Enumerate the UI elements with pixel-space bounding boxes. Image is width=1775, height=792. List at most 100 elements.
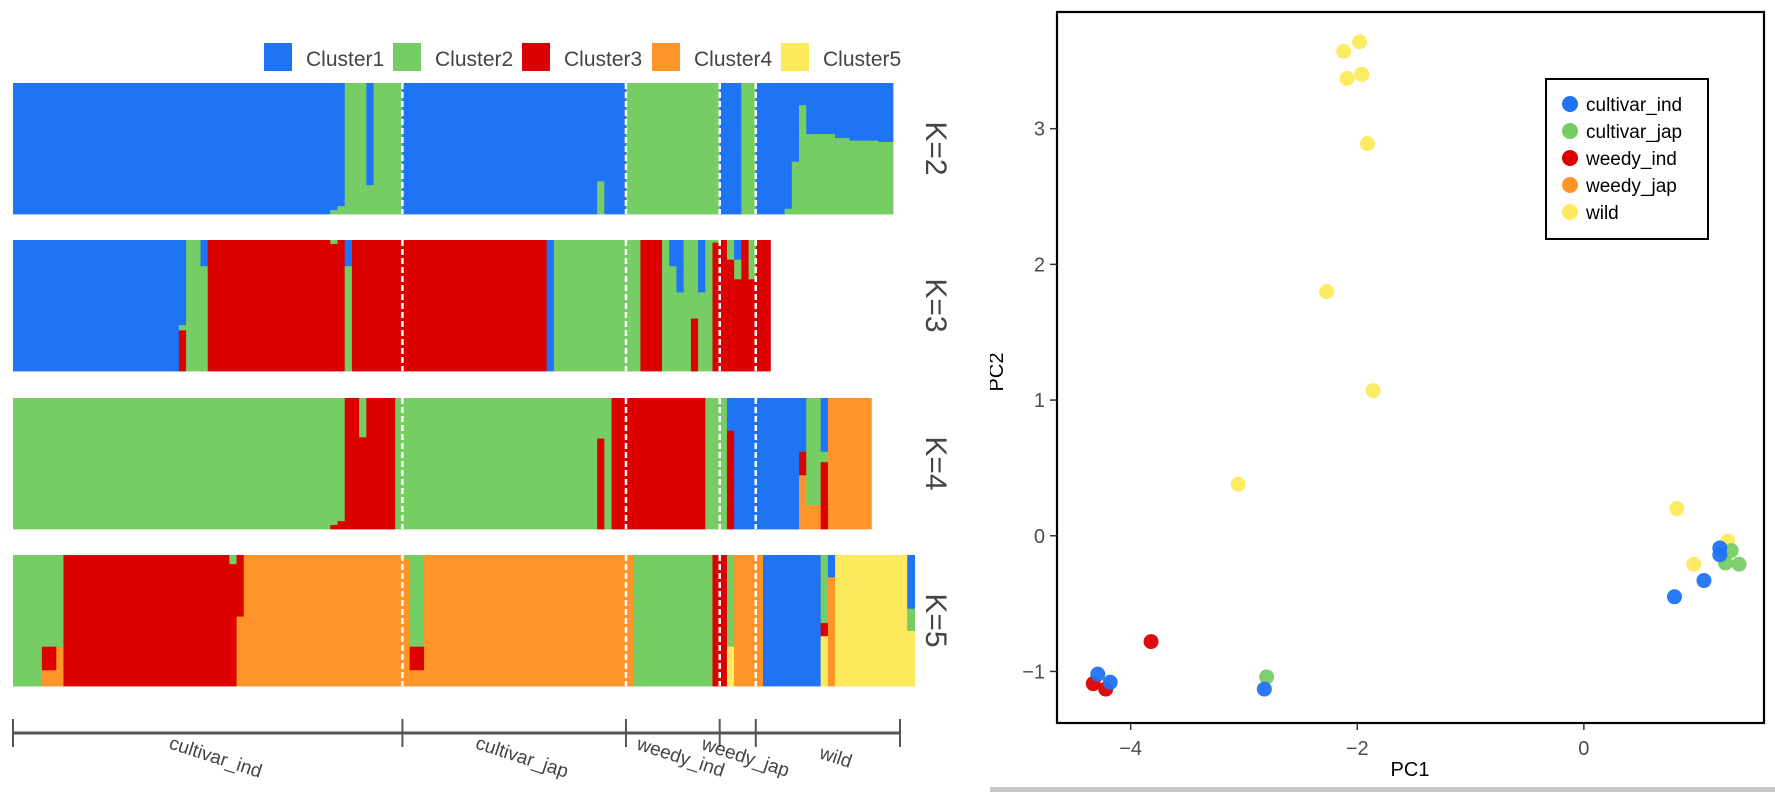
ancestry-bar-segment bbox=[806, 398, 822, 506]
k-label: K=3 bbox=[919, 278, 952, 332]
ancestry-bar-segment bbox=[351, 240, 548, 372]
panel-k3 bbox=[13, 240, 771, 372]
ancestry-bar-segment bbox=[178, 330, 187, 372]
ancestry-bar-segment bbox=[330, 525, 339, 530]
ancestry-bar-segment bbox=[359, 437, 367, 530]
structure-bars bbox=[13, 83, 916, 687]
ancestry-bar-segment bbox=[337, 83, 346, 207]
y-tick-label: 3 bbox=[1034, 119, 1045, 141]
scatter-points bbox=[1085, 34, 1747, 697]
ancestry-bar-segment bbox=[690, 240, 699, 319]
ancestry-bar-segment bbox=[719, 83, 742, 215]
ancestry-bar-segment bbox=[820, 398, 829, 453]
ancestry-bar-segment bbox=[546, 240, 555, 372]
ancestry-bar-segment bbox=[380, 83, 389, 215]
ancestry-bar-segment bbox=[907, 630, 916, 687]
data-point bbox=[1259, 669, 1275, 685]
ancestry-bar-segment bbox=[409, 555, 418, 648]
ancestry-bar-segment bbox=[784, 208, 793, 215]
series-cultivar-ind bbox=[1090, 540, 1728, 697]
ancestry-bar-segment bbox=[330, 83, 339, 211]
k-label: K=4 bbox=[919, 436, 952, 490]
ancestry-bar-segment bbox=[748, 240, 757, 280]
legend-item-cluster3: Cluster3 bbox=[522, 43, 642, 71]
bottom-border bbox=[990, 787, 1775, 792]
data-point bbox=[1365, 383, 1381, 399]
ancestry-bar-segment bbox=[13, 240, 180, 372]
ancestry-bar-segment bbox=[806, 505, 822, 530]
ancestry-bar-segment bbox=[799, 105, 807, 215]
ancestry-bar-segment bbox=[604, 83, 627, 215]
k-labels: K=2 K=3 K=4 K=5 bbox=[919, 121, 952, 647]
ancestry-bar-segment bbox=[366, 398, 375, 530]
ancestry-bar-segment bbox=[63, 555, 230, 687]
data-point bbox=[1230, 476, 1246, 492]
ancestry-bar-segment bbox=[402, 558, 411, 687]
group-label-cultivar-jap: cultivar_jap bbox=[473, 733, 571, 783]
ancestry-bar-segment bbox=[762, 555, 771, 687]
data-point bbox=[1354, 66, 1370, 82]
ancestry-bar-segment bbox=[330, 398, 339, 526]
legend-item-cluster1: Cluster1 bbox=[264, 43, 384, 71]
ancestry-bar-segment bbox=[373, 83, 382, 215]
y-tick-label: 2 bbox=[1034, 254, 1045, 276]
ancestry-bar-segment bbox=[907, 555, 916, 610]
ancestry-bar-segment bbox=[236, 616, 245, 687]
admixture-structure-plot: Cluster1 Cluster2 Cluster3 Cluster4 Cluster5… bbox=[12, 43, 952, 783]
data-point bbox=[1686, 556, 1702, 572]
legend-swatch bbox=[393, 43, 421, 71]
legend-marker bbox=[1562, 96, 1578, 112]
data-point bbox=[1090, 666, 1106, 682]
ancestry-bar-segment bbox=[863, 140, 879, 215]
ancestry-bar-segment bbox=[820, 83, 836, 135]
legend-marker bbox=[1562, 123, 1578, 139]
ancestry-bar-segment bbox=[849, 83, 865, 142]
ancestry-bar-segment bbox=[734, 259, 742, 280]
legend-item-wild: wild bbox=[1562, 203, 1619, 224]
ancestry-bar-segment bbox=[178, 240, 187, 326]
ancestry-bar-segment bbox=[359, 398, 367, 438]
ancestry-bar-segment bbox=[366, 185, 375, 215]
ancestry-bar-segment bbox=[409, 670, 418, 687]
data-point bbox=[1666, 589, 1682, 605]
ancestry-bar-segment bbox=[662, 240, 670, 372]
legend-label: Cluster1 bbox=[306, 48, 384, 71]
pca-legend: cultivar_ind cultivar_jap weedy_ind weedy_j… bbox=[1545, 78, 1709, 240]
data-point bbox=[1731, 556, 1747, 572]
ancestry-bar-segment bbox=[726, 646, 735, 687]
ancestry-bar-segment bbox=[229, 564, 238, 687]
legend-label: Cluster2 bbox=[435, 48, 513, 71]
ancestry-bar-segment bbox=[820, 636, 829, 687]
ancestry-bar-segment bbox=[330, 210, 339, 215]
ancestry-bar-segment bbox=[690, 318, 699, 372]
ancestry-bar-segment bbox=[611, 398, 706, 530]
legend-item-cluster5: Cluster5 bbox=[781, 43, 901, 71]
ancestry-bar-segment bbox=[344, 266, 353, 372]
legend-item-cluster2: Cluster2 bbox=[393, 43, 513, 71]
ancestry-bar-segment bbox=[726, 555, 735, 648]
legend-item-weedy-ind: weedy_ind bbox=[1562, 149, 1677, 170]
ancestry-bar-segment bbox=[41, 646, 57, 671]
ancestry-bar-segment bbox=[236, 555, 245, 617]
structure-legend: Cluster1 Cluster2 Cluster3 Cluster4 Cluster5 bbox=[264, 43, 901, 71]
ancestry-bar-segment bbox=[13, 83, 331, 215]
ancestry-bar-segment bbox=[395, 398, 404, 530]
y-tick-label: 1 bbox=[1034, 390, 1045, 412]
ancestry-bar-segment bbox=[835, 83, 851, 139]
ancestry-bar-segment bbox=[827, 577, 836, 687]
legend-marker bbox=[1562, 150, 1578, 166]
ancestry-bar-segment bbox=[344, 398, 360, 530]
ancestry-bar-segment bbox=[799, 451, 807, 476]
ancestry-bar-segment bbox=[13, 555, 43, 687]
y-tick-label: −1 bbox=[1022, 661, 1045, 683]
ancestry-bar-segment bbox=[683, 240, 692, 372]
group-label-wild: wild bbox=[816, 742, 855, 772]
ancestry-bar-segment bbox=[784, 83, 793, 210]
ancestry-bar-segment bbox=[402, 555, 411, 560]
group-label-cultivar-ind: cultivar_ind bbox=[166, 733, 264, 783]
ancestry-bar-segment bbox=[878, 83, 894, 143]
ancestry-bar-segment bbox=[330, 240, 339, 245]
ancestry-bar-segment bbox=[669, 266, 678, 372]
x-tick-label: −2 bbox=[1346, 738, 1369, 760]
panel-k4 bbox=[13, 398, 872, 530]
